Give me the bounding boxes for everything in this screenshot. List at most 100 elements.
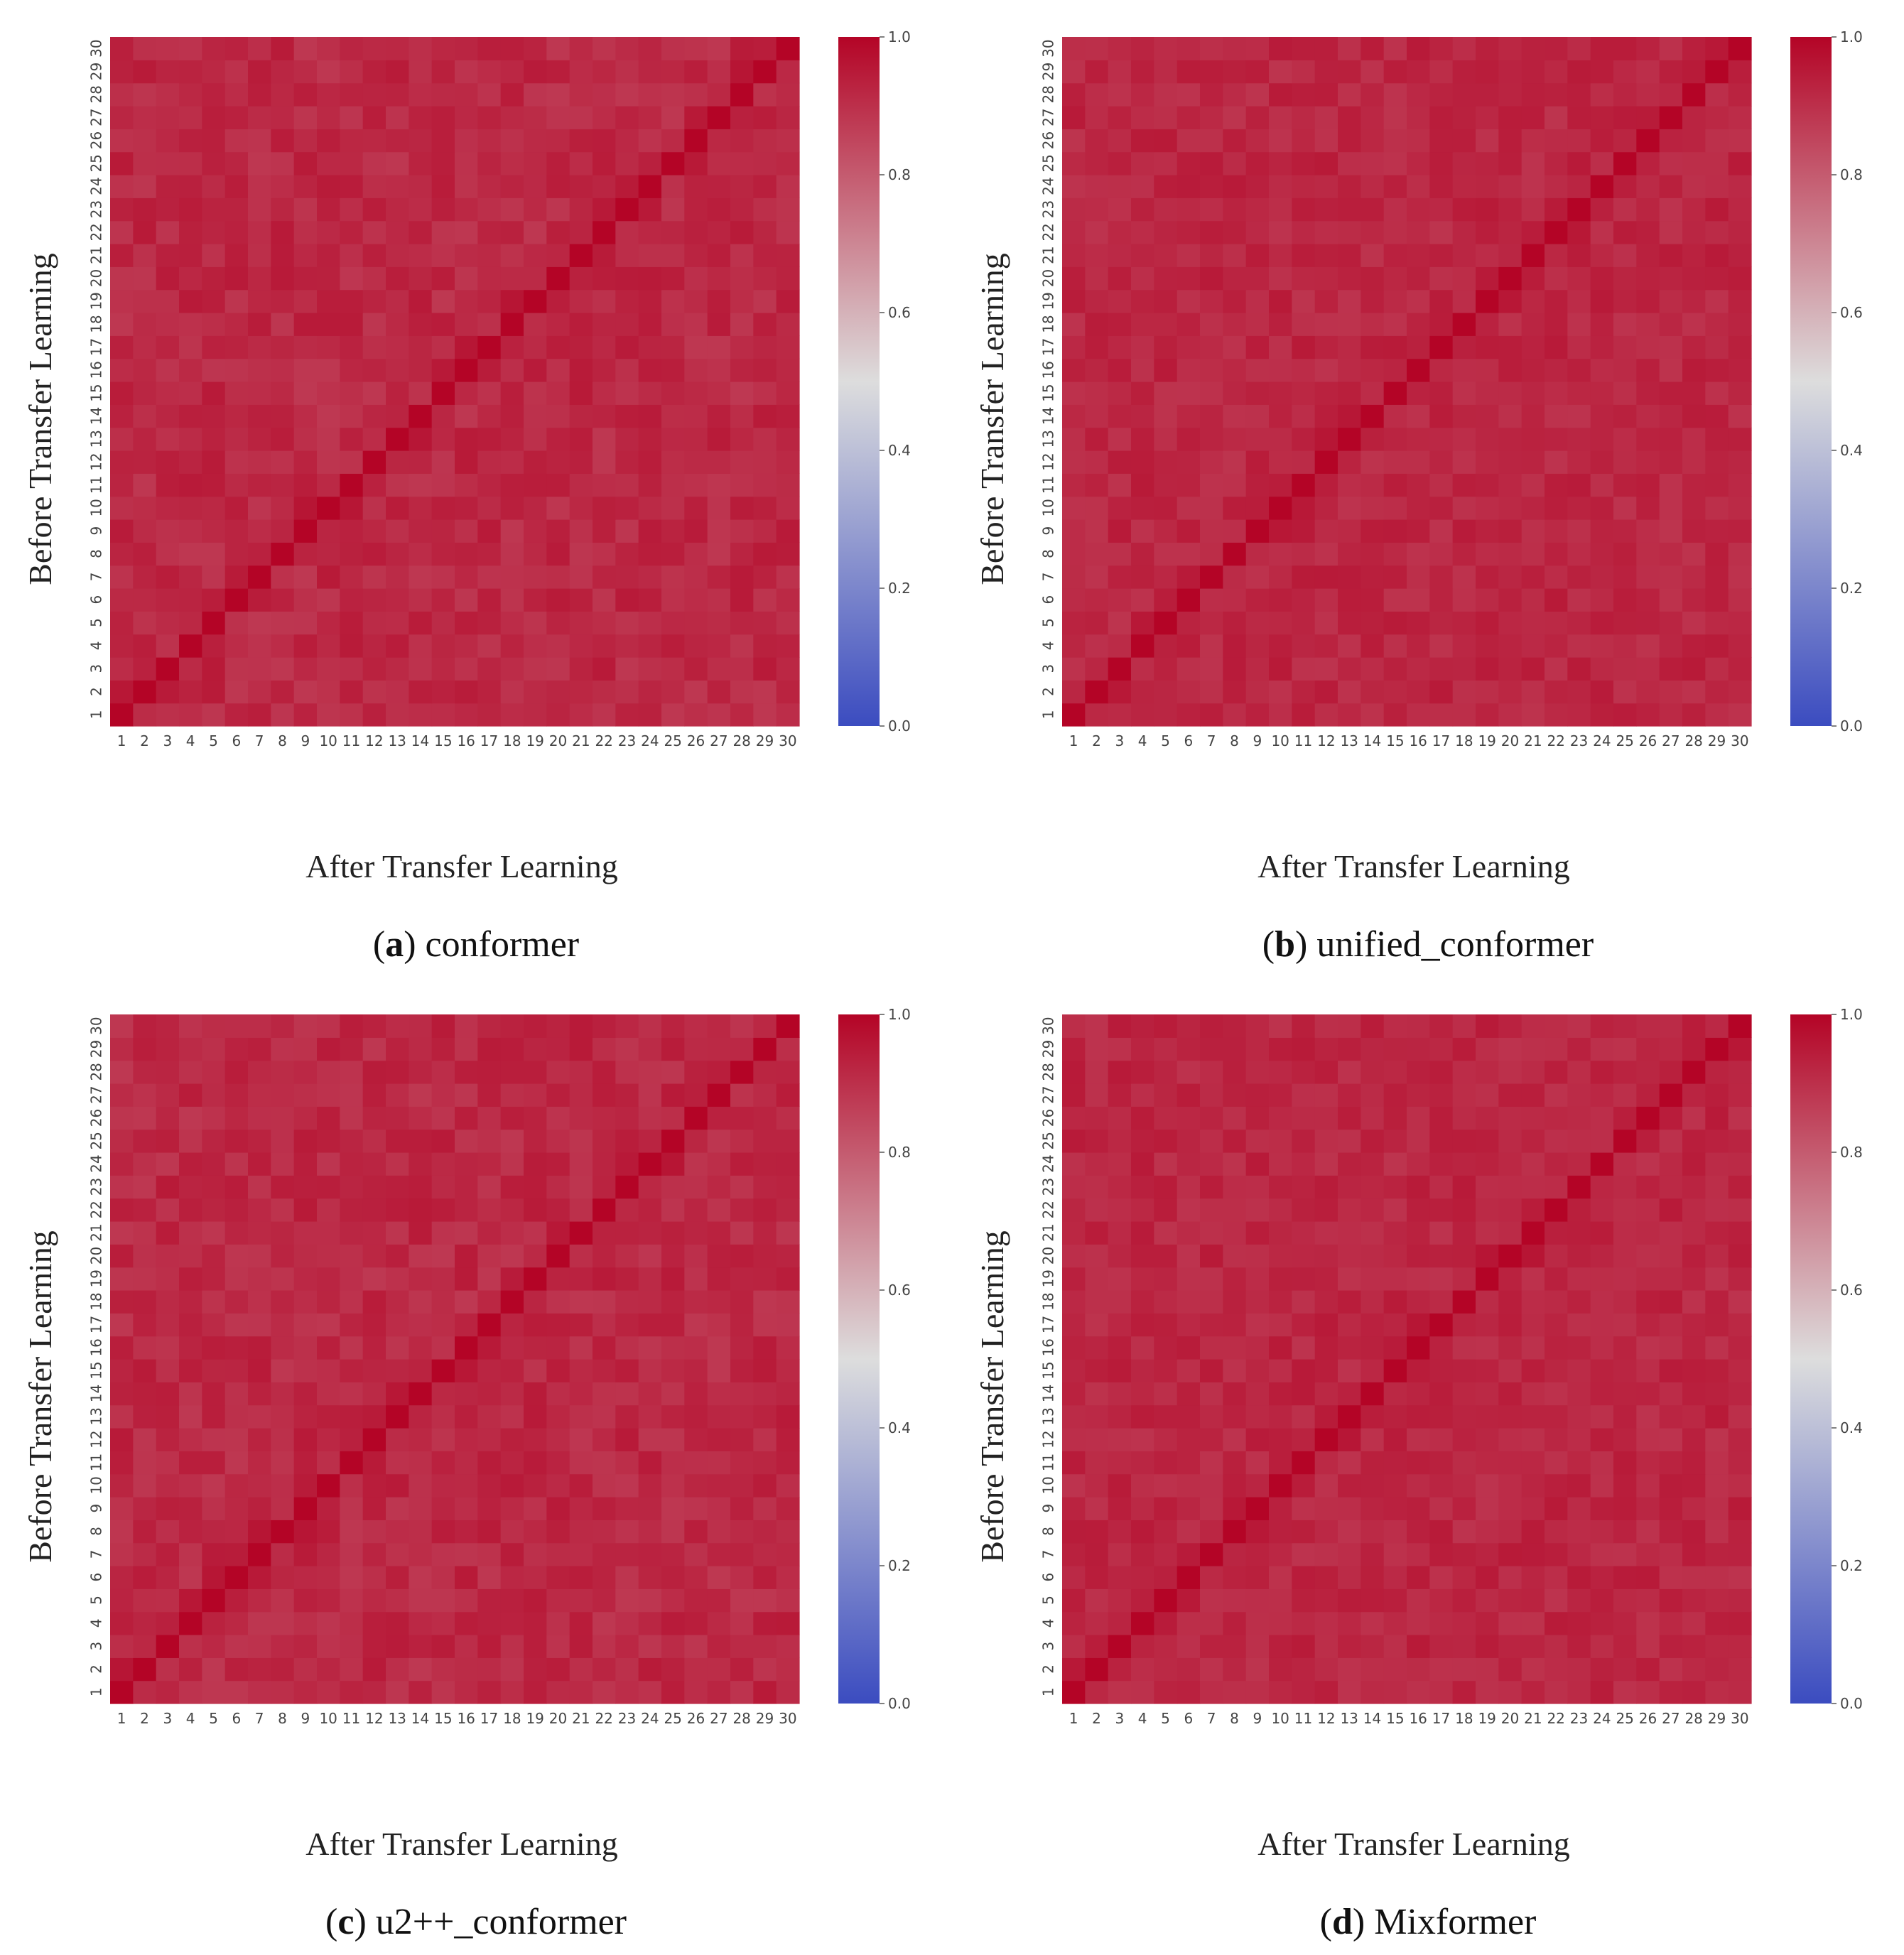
y-tick-label: 5 bbox=[88, 1596, 105, 1605]
y-tick-label: 6 bbox=[88, 1573, 105, 1582]
heatmap-cell bbox=[1452, 1359, 1476, 1382]
heatmap-cell bbox=[707, 496, 731, 520]
heatmap-cell bbox=[707, 1451, 731, 1475]
heatmap-cell bbox=[1636, 1198, 1660, 1222]
heatmap-cell bbox=[1177, 1497, 1201, 1520]
x-tick-label: 22 bbox=[1547, 1710, 1564, 1727]
heatmap-cell bbox=[776, 289, 800, 313]
heatmap-cell bbox=[1085, 1404, 1109, 1429]
heatmap-cell bbox=[1567, 175, 1591, 198]
heatmap-cell bbox=[1154, 1588, 1178, 1613]
heatmap-cell bbox=[133, 313, 157, 336]
heatmap-cell bbox=[1429, 565, 1454, 589]
heatmap-cell bbox=[524, 404, 547, 428]
heatmap-cell bbox=[1682, 427, 1706, 451]
heatmap-cell bbox=[1131, 1497, 1154, 1520]
heatmap-cell bbox=[1200, 680, 1223, 704]
heatmap-cell bbox=[317, 542, 340, 566]
heatmap-cell bbox=[1108, 129, 1132, 153]
heatmap-cell bbox=[317, 1175, 340, 1199]
heatmap-cell bbox=[1429, 1037, 1454, 1061]
heatmap-cell bbox=[1223, 1428, 1247, 1451]
heatmap-cell bbox=[156, 358, 180, 382]
heatmap-cell bbox=[684, 1611, 708, 1635]
heatmap-cell bbox=[1498, 1198, 1522, 1222]
heatmap-cell bbox=[593, 1106, 616, 1130]
heatmap-cell bbox=[202, 175, 226, 198]
heatmap-cell bbox=[1705, 289, 1729, 313]
heatmap-cell bbox=[1108, 1404, 1132, 1429]
heatmap-cell bbox=[1314, 1473, 1338, 1498]
heatmap-cell bbox=[1383, 542, 1407, 566]
heatmap-cell bbox=[1361, 611, 1385, 635]
heatmap-cell bbox=[1613, 266, 1637, 291]
heatmap-cell bbox=[477, 289, 502, 313]
heatmap-cell bbox=[340, 381, 364, 405]
heatmap-cell bbox=[1245, 266, 1270, 291]
heatmap-cell bbox=[202, 1359, 226, 1382]
heatmap-cell bbox=[776, 381, 800, 405]
heatmap-cell bbox=[1728, 381, 1752, 405]
heatmap-cell bbox=[271, 473, 295, 497]
heatmap-cell bbox=[500, 1336, 524, 1360]
heatmap-cell bbox=[1728, 335, 1752, 359]
heatmap-cell bbox=[1429, 1244, 1454, 1268]
heatmap-cell bbox=[1567, 129, 1591, 153]
heatmap-cell bbox=[1476, 1083, 1499, 1107]
heatmap-cell bbox=[1545, 129, 1568, 153]
heatmap-cell bbox=[1728, 1336, 1752, 1360]
heatmap-cell bbox=[661, 129, 685, 153]
heatmap-cell bbox=[317, 703, 340, 727]
heatmap-cell bbox=[1682, 1175, 1706, 1199]
heatmap-cell bbox=[684, 220, 708, 244]
heatmap-cell bbox=[1429, 220, 1454, 244]
heatmap-cell bbox=[1383, 1657, 1407, 1681]
heatmap-cell bbox=[1361, 473, 1385, 497]
heatmap-cell bbox=[1682, 151, 1706, 175]
heatmap-cell bbox=[1498, 1588, 1522, 1613]
heatmap-cell bbox=[1407, 106, 1430, 129]
heatmap-cell bbox=[1383, 1129, 1407, 1153]
heatmap-cell bbox=[1269, 175, 1292, 198]
heatmap-cell bbox=[546, 1497, 570, 1520]
heatmap-cell bbox=[776, 634, 800, 658]
y-tick-label: 29 bbox=[88, 1040, 105, 1058]
heatmap-cell bbox=[362, 1542, 386, 1566]
heatmap-cell bbox=[409, 565, 433, 589]
heatmap-cell bbox=[1682, 519, 1706, 543]
heatmap-cell bbox=[1590, 657, 1614, 681]
heatmap-cell bbox=[179, 313, 202, 336]
heatmap-cell bbox=[1131, 1382, 1154, 1406]
heatmap-cell bbox=[362, 313, 386, 336]
heatmap-cell bbox=[1131, 1175, 1154, 1199]
heatmap-cell bbox=[1476, 1542, 1499, 1566]
heatmap-cell bbox=[1659, 1473, 1683, 1498]
x-tick-label: 8 bbox=[1230, 1710, 1239, 1727]
heatmap-cell bbox=[707, 1428, 731, 1451]
heatmap-cell bbox=[1085, 1542, 1109, 1566]
heatmap-cell bbox=[1545, 404, 1568, 428]
heatmap-cell bbox=[1613, 1313, 1637, 1337]
y-axis-title: Before Transfer Learning bbox=[22, 1230, 58, 1563]
heatmap-cell bbox=[409, 1152, 433, 1176]
heatmap-cell bbox=[1429, 129, 1454, 153]
heatmap-cell bbox=[1407, 1129, 1430, 1153]
heatmap-cell bbox=[1177, 1198, 1201, 1222]
heatmap-cell bbox=[1383, 1037, 1407, 1061]
heatmap-cell bbox=[1705, 335, 1729, 359]
heatmap-cell bbox=[1728, 313, 1752, 336]
heatmap-cell bbox=[1429, 335, 1454, 359]
heatmap-cell bbox=[133, 1404, 157, 1429]
heatmap-cell bbox=[661, 473, 685, 497]
colorbar-tick-label: 0.8 bbox=[1840, 1144, 1863, 1161]
heatmap-cell bbox=[133, 60, 157, 84]
heatmap-cell bbox=[661, 1336, 685, 1360]
heatmap-cell bbox=[546, 1014, 570, 1038]
heatmap-cell bbox=[317, 1451, 340, 1475]
heatmap-cell bbox=[1245, 175, 1270, 198]
heatmap-cell bbox=[1338, 266, 1361, 291]
heatmap-cell bbox=[524, 588, 547, 612]
heatmap-cell bbox=[225, 1267, 249, 1291]
heatmap-cell bbox=[730, 1290, 754, 1314]
heatmap-cell bbox=[1131, 175, 1154, 198]
